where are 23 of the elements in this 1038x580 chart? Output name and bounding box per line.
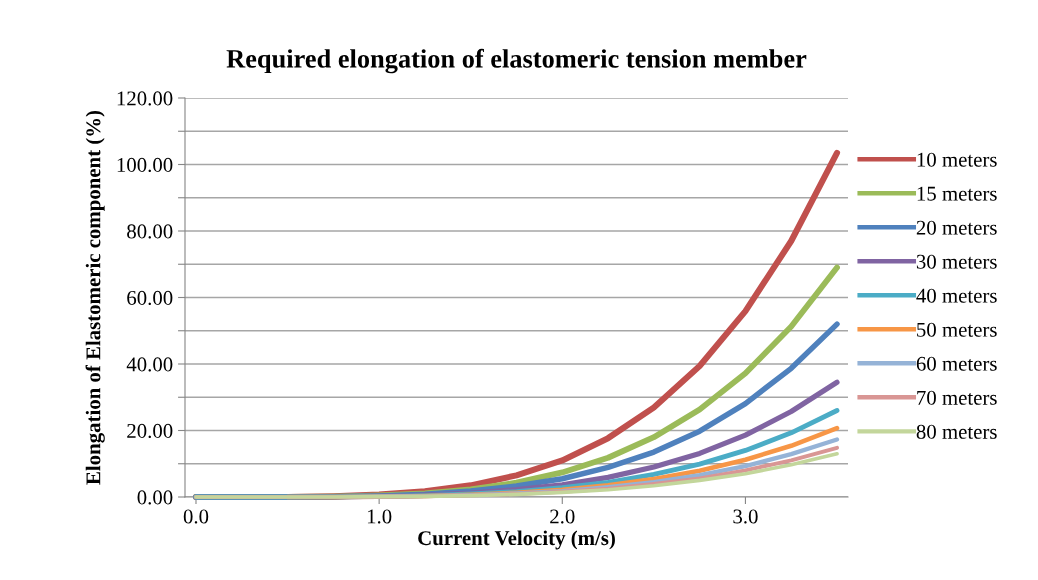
y-axis-title: Elongation of Elastomeric component (%) [85,110,105,485]
x-axis-title: Current Velocity (m/s) [418,530,615,550]
y-tick-label: 120.00 [117,91,173,106]
x-tick-label: 1.0 [367,509,392,524]
legend-label: 60 meters [916,356,997,371]
legend-label: 20 meters [916,220,997,235]
legend-label: 70 meters [917,390,997,405]
x-tick-label: 0.0 [183,509,209,524]
legend-label: 10 meters [917,152,997,167]
y-tick-label: 40.00 [126,357,173,372]
chart-title: Required elongation of elastomeric tension member [226,48,807,74]
y-tick-label: 0.00 [137,490,173,505]
y-tick-label: 100.00 [117,157,173,173]
x-tick-label: 3.0 [733,509,758,524]
legend-label: 80 meters [916,424,997,439]
legend-label: 30 meters [916,254,997,269]
y-tick-label: 60.00 [127,290,173,306]
legend-label: 40 meters [916,288,997,303]
legend-label: 50 meters [917,322,997,337]
legend-label: 15 meters [917,186,997,201]
y-tick-label: 20.00 [127,423,173,439]
x-tick-label: 2.0 [550,509,575,524]
y-tick-label: 80.00 [127,224,173,239]
